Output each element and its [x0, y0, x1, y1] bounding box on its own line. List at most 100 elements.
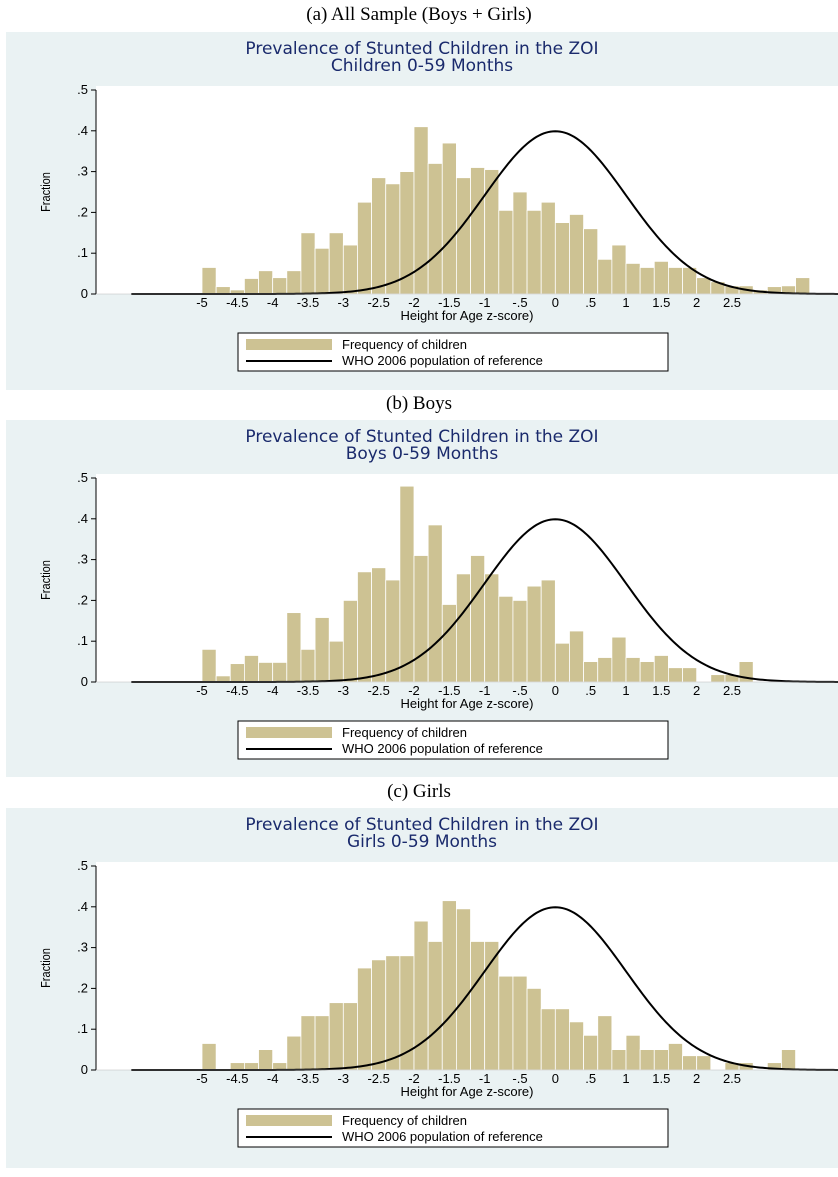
legend-label-curve: WHO 2006 population of reference	[342, 741, 543, 756]
histogram-bar	[625, 657, 641, 683]
histogram-bar	[342, 244, 358, 295]
histogram-bar	[385, 183, 401, 295]
y-tick-label: .1	[77, 1021, 88, 1036]
histogram-bar	[455, 573, 471, 683]
x-tick-label: 2.5	[723, 295, 741, 310]
legend-swatch-bar	[246, 339, 332, 350]
chart-title: Prevalence of Stunted Children in the ZO…	[245, 815, 598, 835]
histogram-bar	[470, 167, 486, 295]
x-tick-label: -1	[479, 683, 491, 698]
x-tick-label: -5	[196, 295, 208, 310]
histogram-bar	[385, 579, 401, 683]
histogram-bar	[526, 585, 542, 683]
x-tick-label: -2	[408, 1071, 420, 1086]
x-tick-label: 1	[622, 295, 629, 310]
chart-svg: Prevalence of Stunted Children in the ZO…	[38, 39, 838, 372]
histogram-bar	[357, 967, 373, 1071]
histogram-bar	[441, 604, 457, 683]
histogram-bar	[498, 209, 514, 295]
x-tick-label: -3	[338, 1071, 350, 1086]
y-tick-label: .2	[77, 592, 88, 607]
histogram-bar	[583, 661, 599, 683]
histogram-bar	[314, 617, 330, 683]
x-tick-label: .5	[585, 295, 596, 310]
histogram-bar	[611, 1049, 627, 1071]
histogram-bar	[441, 900, 457, 1071]
chart-title: Prevalence of Stunted Children in the ZO…	[245, 39, 598, 59]
legend-label-bars: Frequency of children	[342, 725, 467, 740]
histogram-bar	[597, 1015, 613, 1071]
chart-panel-girls: Prevalence of Stunted Children in the ZO…	[6, 808, 838, 1168]
histogram-bar	[540, 1008, 556, 1071]
x-tick-label: -2.5	[367, 683, 389, 698]
histogram-bar	[286, 612, 302, 683]
histogram-bar	[682, 1055, 698, 1071]
histogram-bar	[258, 1049, 274, 1071]
histogram-bar	[371, 177, 387, 295]
x-tick-label: -5	[196, 1071, 208, 1086]
histogram-bar	[470, 555, 486, 683]
x-tick-label: 1	[622, 1071, 629, 1086]
histogram-bar	[215, 286, 231, 295]
histogram-bar	[554, 642, 570, 683]
histogram-bar	[583, 228, 599, 295]
histogram-bar	[484, 169, 500, 295]
histogram-bar	[512, 599, 528, 683]
histogram-bar	[512, 191, 528, 295]
caption-c: (c) Girls	[387, 781, 451, 802]
caption-a: (a) All Sample (Boys + Girls)	[306, 4, 532, 25]
histogram-bar	[272, 277, 288, 295]
histogram-bar	[512, 975, 528, 1071]
x-tick-label: -4	[267, 683, 279, 698]
histogram-bar	[286, 270, 302, 295]
histogram-bar	[371, 959, 387, 1071]
histogram-bar	[357, 571, 373, 683]
histogram-bar	[258, 662, 274, 683]
histogram-bar	[300, 232, 316, 295]
histogram-bar	[300, 1015, 316, 1071]
histogram-bar	[328, 640, 344, 683]
y-tick-label: .1	[77, 245, 88, 260]
x-tick-label: 2	[693, 295, 700, 310]
histogram-bar	[653, 260, 669, 295]
histogram-bar	[668, 1043, 683, 1071]
x-tick-label: -2.5	[367, 295, 389, 310]
histogram-bar	[470, 941, 486, 1071]
x-tick-label: 0	[552, 1071, 559, 1086]
histogram-bar	[583, 1034, 599, 1071]
histogram-bar	[229, 663, 245, 683]
histogram-bar	[795, 277, 811, 295]
x-tick-label: -5	[196, 683, 208, 698]
chart-subtitle: Children 0-59 Months	[331, 56, 513, 76]
x-tick-label: 1.5	[652, 1071, 670, 1086]
y-tick-label: .2	[77, 204, 88, 219]
histogram-bar	[243, 278, 259, 295]
histogram-bar	[201, 648, 217, 683]
histogram-bar	[286, 1035, 302, 1071]
histogram-bar	[427, 524, 443, 683]
histogram-bar	[441, 142, 457, 295]
histogram-bar	[540, 201, 556, 295]
chart-subtitle: Girls 0-59 Months	[347, 832, 497, 852]
x-axis-label: Height for Age z-score)	[401, 308, 534, 323]
x-tick-label: 2.5	[723, 683, 741, 698]
histogram-bar	[653, 655, 669, 683]
x-tick-label: -4.5	[226, 295, 248, 310]
y-axis-label: Fraction	[38, 948, 53, 988]
histogram-bar	[611, 244, 627, 295]
y-axis-label: Fraction	[38, 172, 53, 212]
histogram-bar	[328, 232, 344, 295]
x-tick-label: -3.5	[297, 295, 319, 310]
histogram-bar	[498, 595, 514, 683]
x-tick-label: 1.5	[652, 295, 670, 310]
histogram-bar	[526, 987, 542, 1071]
histogram-bar	[668, 267, 683, 295]
histogram-bar	[597, 258, 613, 295]
x-tick-label: .5	[585, 1071, 596, 1086]
x-tick-label: -.5	[512, 683, 527, 698]
y-tick-label: .5	[77, 858, 88, 873]
x-tick-label: -.5	[512, 295, 527, 310]
y-axis-label: Fraction	[38, 560, 53, 600]
histogram-bar	[569, 630, 585, 683]
x-tick-label: -1	[479, 295, 491, 310]
